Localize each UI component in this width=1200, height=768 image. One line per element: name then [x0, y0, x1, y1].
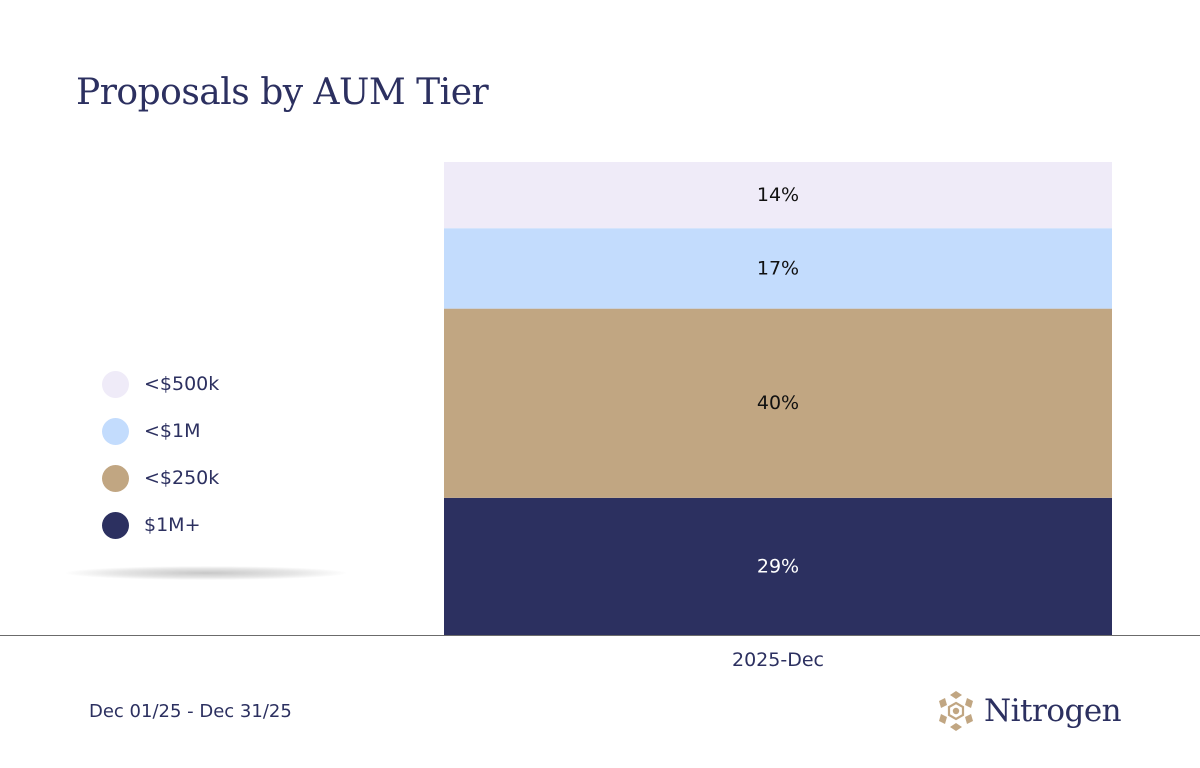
legend-swatch-under-250k [102, 464, 129, 492]
legend-label-under-1m: <$1M [144, 420, 201, 442]
bar-segment-1 [444, 308, 1112, 498]
legend-item-under-500k: <$500k [102, 370, 302, 398]
bar-segment-0 [444, 497, 1112, 635]
legend-label-under-500k: <$500k [144, 373, 220, 395]
legend-item-1m-plus: $1M+ [102, 511, 302, 539]
bar-data-label-0: 29% [757, 555, 799, 577]
legend-swatch-under-1m [102, 417, 129, 445]
date-range-label: Dec 01/25 - Dec 31/25 [89, 701, 292, 722]
bar-segment-2 [444, 228, 1112, 309]
nitrogen-logo-icon [939, 691, 973, 731]
page-title: Proposals by AUM Tier [76, 72, 489, 113]
legend-item-under-250k: <$250k [102, 464, 302, 492]
brand-logo: Nitrogen [936, 688, 1122, 734]
x-tick-label-0: 2025-Dec [732, 649, 824, 671]
legend-swatch-1m-plus [102, 511, 129, 539]
legend-label-under-250k: <$250k [144, 467, 220, 489]
legend-shadow [66, 566, 346, 580]
bar-data-label-3: 14% [757, 184, 799, 206]
bar-segment-3 [444, 162, 1112, 229]
legend-swatch-under-500k [102, 370, 129, 398]
legend-item-under-1m: <$1M [102, 417, 302, 445]
brand-name: Nitrogen [984, 693, 1122, 729]
legend-label-1m-plus: $1M+ [144, 514, 201, 536]
bar-data-label-2: 17% [757, 257, 799, 279]
chart-legend: <$500k <$1M <$250k $1M+ [102, 370, 302, 558]
bar-data-label-1: 40% [757, 392, 799, 414]
